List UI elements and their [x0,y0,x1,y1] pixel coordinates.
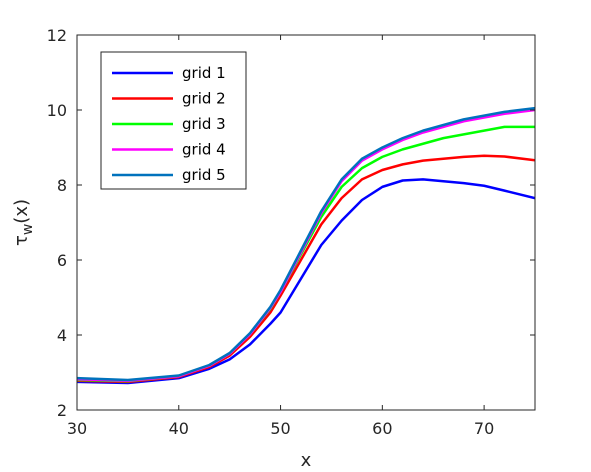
x-axis-label: x [301,450,312,471]
y-tick-label: 12 [47,26,67,45]
legend-label: grid 4 [182,141,226,159]
x-tick-label: 60 [372,419,392,438]
series-line-grid-1 [77,178,535,385]
legend-box [100,51,247,190]
y-tick-label: 6 [57,251,67,270]
y-tick-label: 10 [47,101,67,120]
y-axis-label: τw(x) [11,199,36,246]
x-tick-label: 30 [67,419,87,438]
x-tick-label: 50 [270,419,290,438]
legend-label: grid 3 [182,115,226,133]
legend-label: grid 1 [182,64,226,82]
legend-label: grid 5 [182,166,226,184]
y-tick-label: 2 [57,401,67,420]
x-tick-label: 40 [169,419,189,438]
y-tick-label: 8 [57,176,67,195]
y-tick-label: 4 [57,326,67,345]
series-line-grid-5 [77,106,535,382]
axes-box [76,34,536,411]
axes: 30 40 50 60 70 2 4 6 8 10 12 x τw(x) [11,26,536,471]
legend-label: grid 2 [182,90,226,108]
legend: grid 1 grid 2 grid 3 grid 4 grid 5 [100,51,247,190]
plot-area [77,106,535,385]
x-tick-label: 70 [474,419,494,438]
y-axis-label-text: τw(x) [11,199,36,246]
